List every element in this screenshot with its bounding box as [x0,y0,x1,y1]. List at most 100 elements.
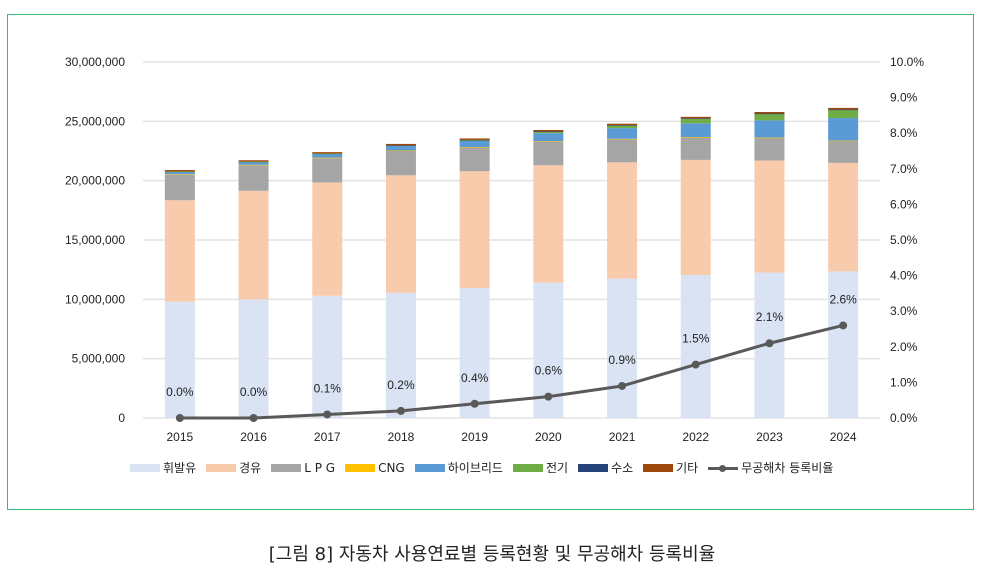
bar-segment [828,118,859,141]
bar-segment [828,110,859,119]
bar-segment [828,107,859,110]
bar-segment [828,109,859,111]
bar-segment [385,143,416,146]
bar-segment [312,158,343,183]
bar-segment [680,137,711,160]
ratio-data-label: 1.5% [682,332,710,346]
bar-segment [385,292,416,418]
y-left-tick-label: 30,000,000 [65,55,125,69]
bar-segment [680,116,711,119]
bar-segment [312,153,343,155]
bar-segment [607,125,638,126]
legend-swatch [345,463,376,472]
legend-item: 하이브리드 [414,459,503,476]
bar-segment [754,120,785,138]
x-tick-label: 2020 [535,430,562,444]
x-tick-label: 2023 [756,430,783,444]
bar-segment [680,275,711,418]
bar-segment [754,113,785,115]
ratio-data-label: 0.2% [387,378,415,392]
bar-segment [680,159,711,276]
y-right-tick-label: 10.0% [890,55,924,69]
x-tick-label: 2021 [609,430,636,444]
ratio-data-label: 0.1% [314,381,342,395]
legend-label: 경유 [239,461,262,475]
bar-segment [312,182,343,296]
bar-segment [164,301,195,418]
ratio-data-label: 2.6% [829,292,857,306]
ratio-point [249,414,258,422]
legend-item: CNG [345,461,405,475]
ratio-data-label: 0.9% [608,353,636,367]
legend-swatch [414,463,445,472]
legend-label: 무공해차 등록비율 [741,461,834,475]
bar-segment [828,271,859,418]
bar-segment [238,165,269,191]
ratio-line [179,323,844,420]
ratio-data-label: 0.0% [166,385,194,399]
ratio-point [470,399,479,408]
y-right-tick-label: 6.0% [890,197,918,211]
legend-label: 전기 [545,461,569,475]
bar-segment [680,118,711,124]
ratio-data-label: 0.4% [461,371,489,385]
bar-segment [533,141,564,166]
legend-item: 전기 [512,459,569,476]
y-left-tick-label: 25,000,000 [65,114,125,128]
bar-segment [164,200,195,302]
ratio-point [175,414,184,422]
bar-segment [828,140,859,163]
legend-label: 휘발유 [163,461,197,475]
legend-item: 기타 [643,459,698,476]
legend-item: 휘발유 [130,459,196,476]
ratio-data-label: 2.1% [756,310,784,324]
legend-swatch [578,463,609,472]
bar-segment [312,295,343,418]
y-right-tick-label: 2.0% [890,340,918,354]
ratio-point [544,392,553,401]
bar-segment [385,146,416,151]
bar-segment [459,140,490,148]
bar-segment [607,138,638,140]
legend-swatch [206,463,237,472]
bar-segment [238,299,269,418]
x-tick-label: 2018 [388,430,415,444]
bar-segment [459,147,490,148]
legend-swatch [708,463,739,473]
bar-segment [754,160,785,273]
bar-segment [754,137,785,161]
bar-segment [607,162,638,279]
y-left-tick-label: 0 [118,411,125,425]
bar-segment [164,171,195,173]
bar-segment [754,137,785,139]
bar-segment [385,151,416,176]
ratio-point [691,360,700,369]
y-left-tick-label: 20,000,000 [65,174,125,188]
bar-segment [607,125,638,129]
bar-segment [754,113,785,121]
bar-segment [533,133,564,142]
ratio-point [323,410,332,419]
bar-segment [533,129,564,132]
bar-segment [607,128,638,139]
legend-item: 수소 [578,459,633,476]
y-right-tick-label: 3.0% [890,304,918,318]
bar-segment [385,145,416,146]
legend-label: CNG [378,460,405,475]
y-right-tick-label: 5.0% [890,233,918,247]
bar-segment [312,157,343,159]
bar-segment [164,171,195,175]
bar-segment [312,152,343,154]
bar-segment [533,141,564,142]
bar-segment [459,138,490,140]
bar-segment [238,160,269,162]
bar-segment [459,288,490,418]
bar-segment [385,175,416,293]
legend-label: 수소 [611,461,634,475]
bar-segment [459,147,490,172]
legend-label: 기타 [676,461,699,475]
x-tick-label: 2019 [461,430,488,444]
bar-segment [459,171,490,289]
bar-segment [164,174,195,175]
